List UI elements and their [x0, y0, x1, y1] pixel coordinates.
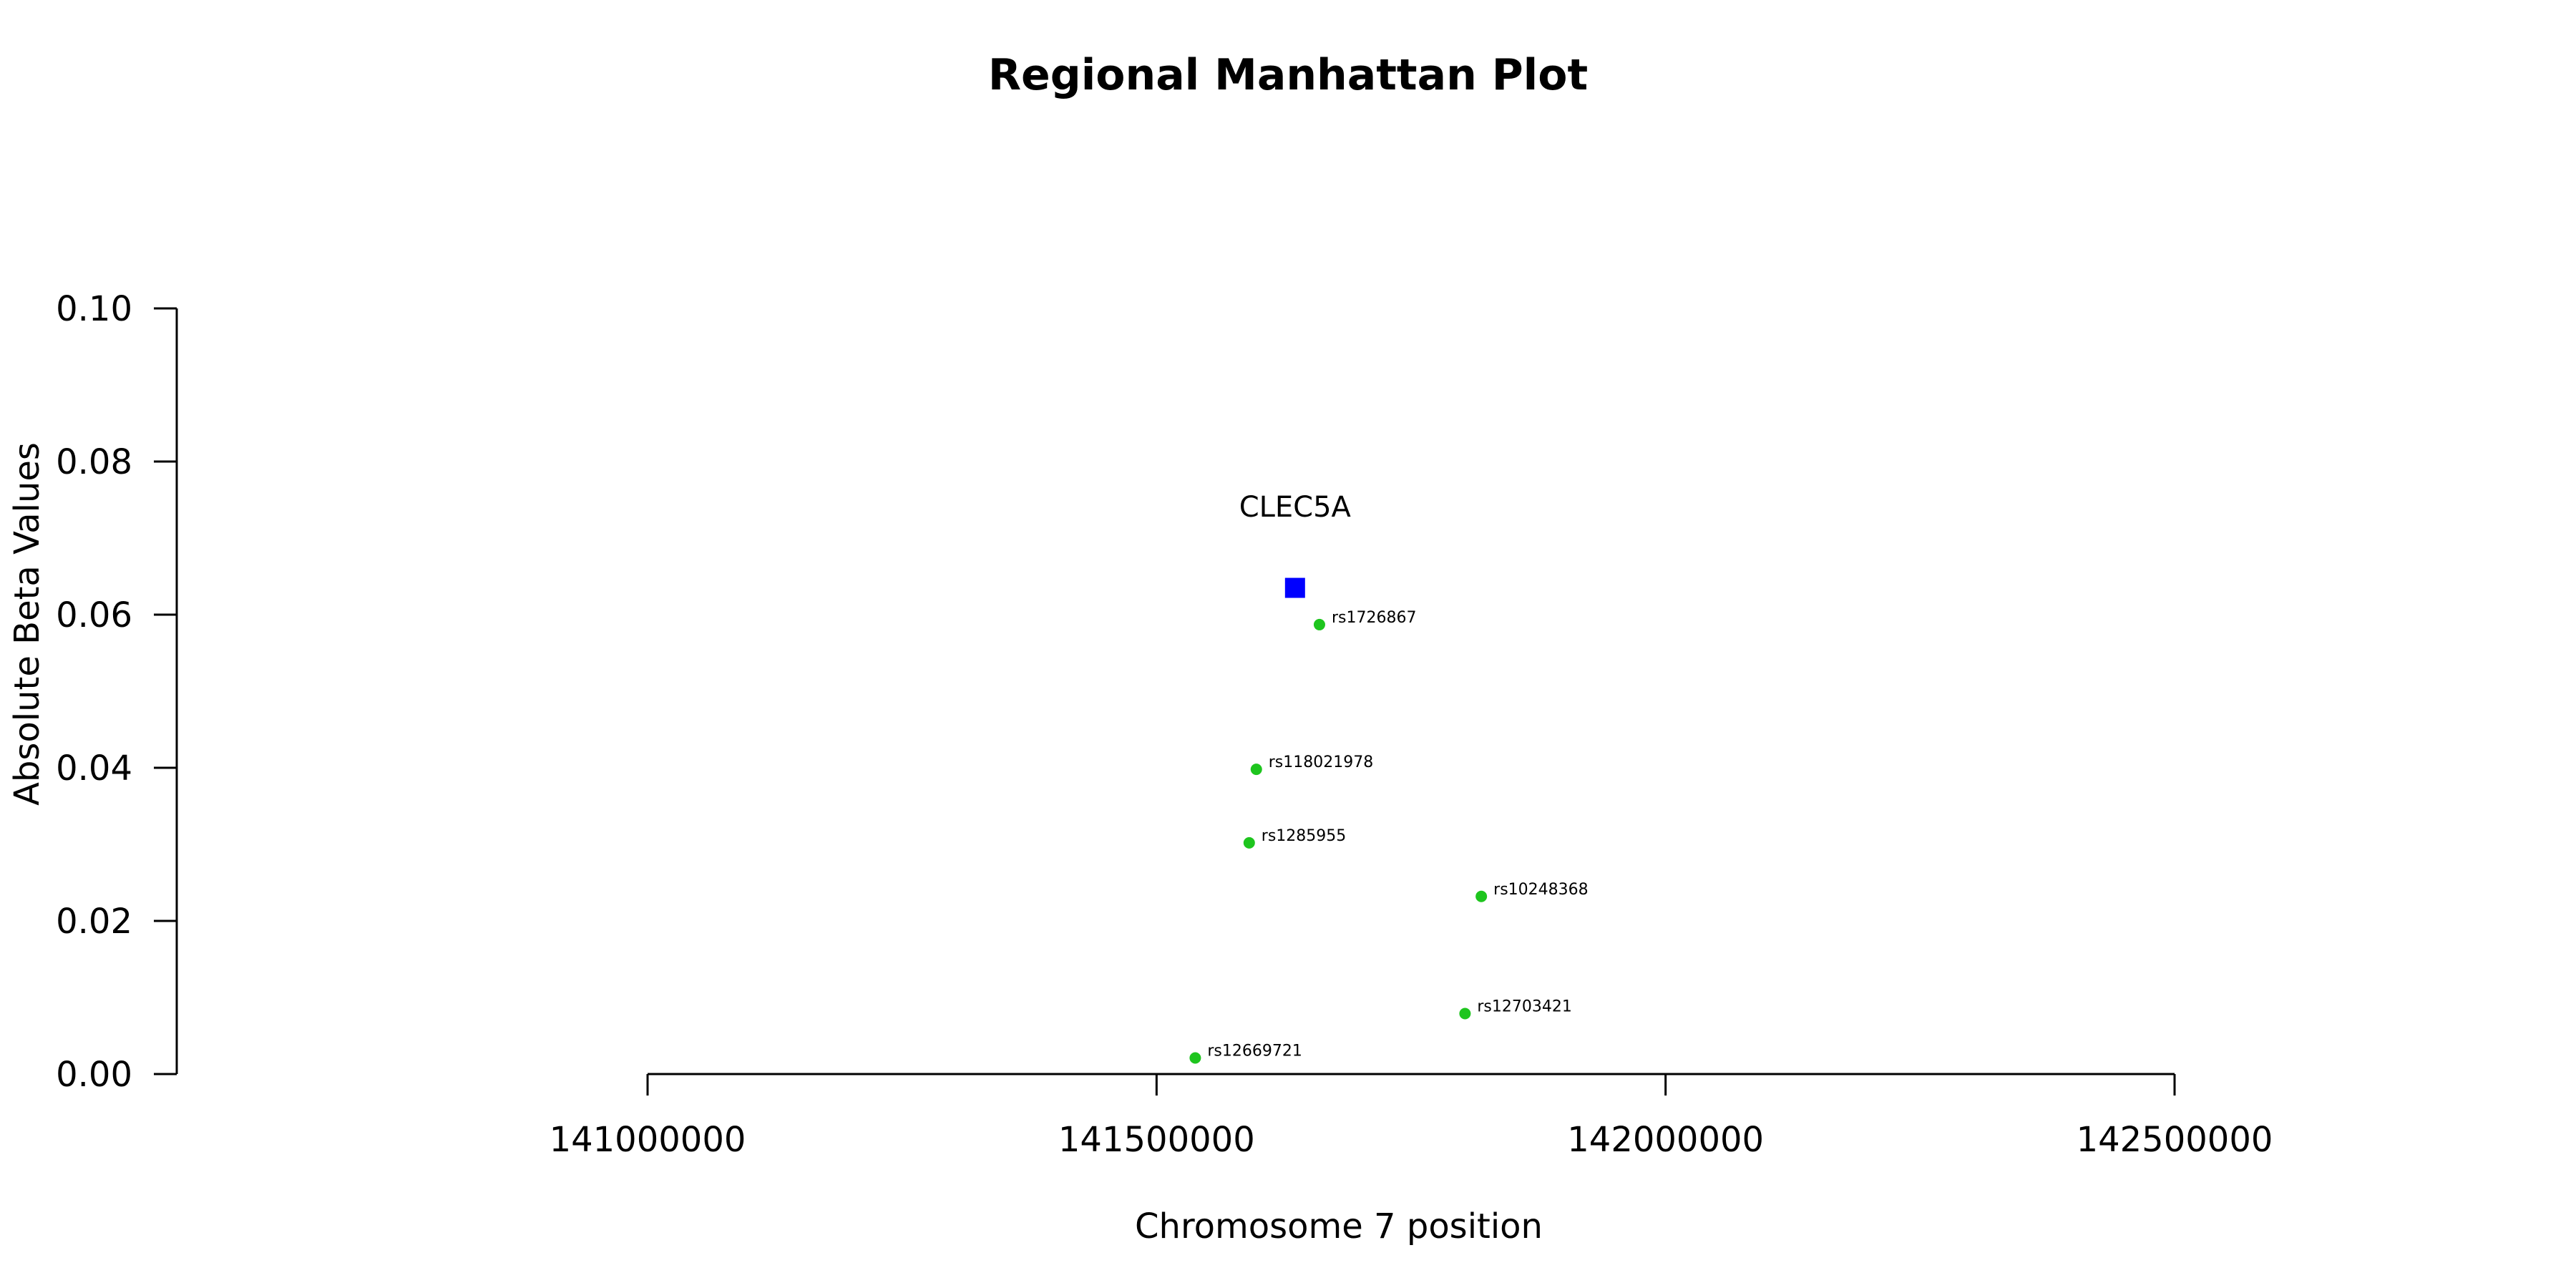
- snp-point: [1313, 618, 1325, 630]
- x-tick-label: 142500000: [2077, 1120, 2273, 1160]
- snp-label: rs1285955: [1262, 827, 1347, 845]
- gene-marker: [1284, 577, 1305, 598]
- snp-label: rs10248368: [1493, 881, 1588, 899]
- snp-label: rs1726867: [1332, 609, 1417, 627]
- snp-label: rs12669721: [1207, 1043, 1302, 1060]
- snp-point: [1243, 836, 1255, 849]
- y-tick-label: 0.04: [56, 748, 132, 789]
- y-tick-label: 0.06: [56, 595, 132, 635]
- chart-title: Regional Manhattan Plot: [988, 50, 1588, 100]
- x-tick-label: 141000000: [550, 1120, 746, 1160]
- snp-point: [1250, 763, 1262, 776]
- y-tick-label: 0.00: [56, 1055, 132, 1095]
- snp-point: [1459, 1008, 1471, 1020]
- y-axis-label: Absolute Beta Values: [7, 442, 47, 806]
- y-tick-label: 0.10: [56, 289, 132, 329]
- y-tick-label: 0.08: [56, 442, 132, 482]
- x-axis-label: Chromosome 7 position: [1135, 1206, 1543, 1246]
- snp-layer: rs1726867 rs118021978 rs1285955 rs10248368 r…: [1189, 609, 1589, 1064]
- y-tick-label: 0.02: [56, 902, 132, 942]
- x-tick-label: 141500000: [1058, 1120, 1255, 1160]
- gene-label: CLEC5A: [1239, 491, 1352, 524]
- x-axis: 141000000 141500000 142000000 142500000: [550, 1073, 2273, 1160]
- snp-point: [1189, 1052, 1201, 1064]
- y-axis: 0.00 0.02 0.04 0.06 0.08 0.10: [56, 289, 178, 1095]
- snp-label: rs12703421: [1477, 997, 1571, 1015]
- snp-point: [1475, 890, 1488, 902]
- gene-layer: CLEC5A: [1239, 491, 1352, 598]
- x-tick-label: 142000000: [1567, 1120, 1764, 1160]
- snp-label: rs118021978: [1269, 753, 1373, 771]
